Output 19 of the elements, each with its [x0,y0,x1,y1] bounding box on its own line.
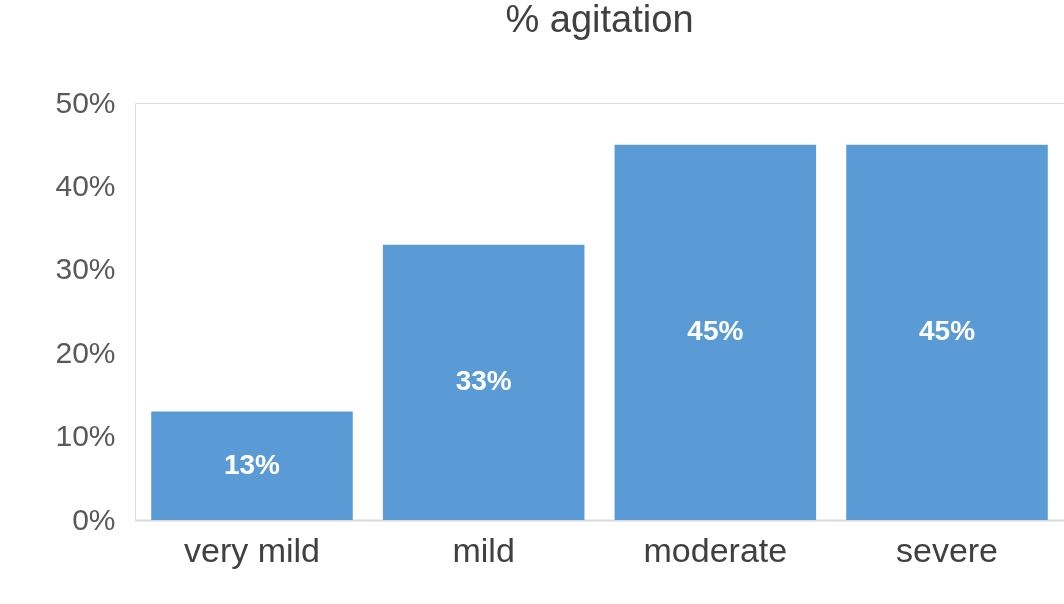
y-tick-label: 50% [55,85,116,119]
data-label: 13% [223,448,281,480]
bar [846,144,1048,520]
data-label: 45% [687,315,744,347]
y-tick-label: 0% [72,502,116,536]
x-tick-label: severe [895,530,999,569]
data-label: 33% [455,365,512,397]
bar [151,411,353,520]
x-tick-label: very mild [183,530,321,569]
x-tick-label: mild [452,530,515,569]
y-tick-label: 10% [55,419,116,453]
chart-title: % agitation [505,0,694,40]
bar [614,144,817,520]
y-tick-label: 20% [55,335,116,369]
data-label: 45% [918,315,976,347]
y-tick-label: 40% [55,168,116,202]
y-tick-label: 30% [55,252,116,286]
x-tick-label: moderate [643,530,788,569]
bar [382,244,585,520]
